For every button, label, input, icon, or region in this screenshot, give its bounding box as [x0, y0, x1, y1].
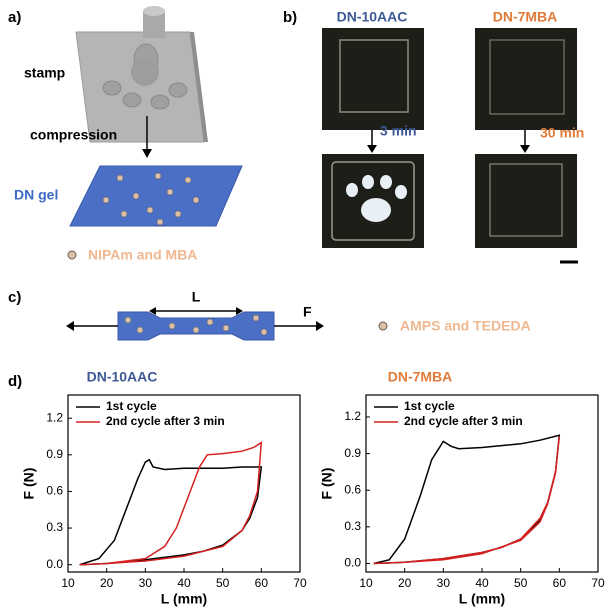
x-tick-label: 10	[359, 576, 373, 590]
x-tick-label: 30	[139, 576, 153, 590]
x-tick-label: 40	[177, 576, 191, 590]
x-tick-label: 10	[61, 576, 75, 590]
x-tick-label: 60	[255, 576, 269, 590]
dogbone-drawing	[66, 307, 324, 340]
panel-label: b)	[283, 9, 297, 26]
data-line	[80, 460, 262, 565]
panel-label: c)	[8, 289, 21, 306]
x-tick-label: 70	[293, 576, 307, 590]
panel-label: d)	[8, 373, 22, 390]
y-tick-label: 0.6	[46, 484, 63, 498]
legend-label: 2nd cycle after 3 min	[106, 414, 225, 428]
particles-label: NIPAm and MBA	[88, 247, 197, 263]
x-tick-label: 40	[475, 576, 489, 590]
y-tick-label: 0.0	[46, 557, 63, 571]
x-axis-label: L (mm)	[459, 591, 505, 607]
stamp-drawing	[76, 6, 208, 142]
x-tick-label: 30	[437, 576, 451, 590]
y-tick-label: 0.9	[344, 446, 361, 460]
panel-label: a)	[8, 9, 21, 26]
data-line	[374, 435, 560, 563]
y-tick-label: 0.3	[46, 520, 63, 534]
legend-label: 1st cycle	[404, 399, 455, 413]
y-tick-label: 1.2	[46, 410, 63, 424]
stamp-label: stamp	[24, 65, 65, 81]
x-tick-label: 60	[553, 576, 567, 590]
legend-label: 1st cycle	[106, 399, 157, 413]
force-label: F	[303, 304, 312, 320]
y-axis-label: F (N)	[21, 468, 37, 500]
y-axis-label: F (N)	[319, 468, 335, 500]
x-tick-label: 70	[591, 576, 605, 590]
sample-title: DN-7MBA	[493, 9, 558, 25]
x-axis-label: L (mm)	[161, 591, 207, 607]
y-tick-label: 1.2	[344, 409, 361, 423]
legend-dot	[379, 322, 387, 330]
particles-label: AMPS and TEDEDA	[400, 318, 531, 334]
data-line	[80, 443, 262, 565]
chart-title: DN-7MBA	[388, 369, 453, 385]
legend-dot	[68, 251, 76, 259]
time-label: 3 min	[380, 123, 417, 139]
x-tick-label: 20	[100, 576, 114, 590]
sample-title: DN-10AAC	[337, 9, 408, 25]
length-label: L	[192, 289, 201, 305]
y-tick-label: 0.0	[344, 556, 361, 570]
gel-drawing	[70, 166, 242, 226]
chart-title: DN-10AAC	[87, 369, 158, 385]
time-label: 30 min	[540, 125, 584, 141]
y-tick-label: 0.3	[344, 519, 361, 533]
y-tick-label: 0.9	[46, 447, 63, 461]
figure: a) stamp compression DN gel NIPAm and MB…	[0, 0, 612, 608]
x-tick-label: 20	[398, 576, 412, 590]
y-tick-label: 0.6	[344, 482, 361, 496]
x-tick-label: 50	[514, 576, 528, 590]
legend-label: 2nd cycle after 3 min	[404, 414, 523, 428]
photos	[322, 28, 578, 262]
compression-label: compression	[30, 127, 117, 143]
x-tick-label: 50	[216, 576, 230, 590]
gel-label: DN gel	[14, 187, 58, 203]
